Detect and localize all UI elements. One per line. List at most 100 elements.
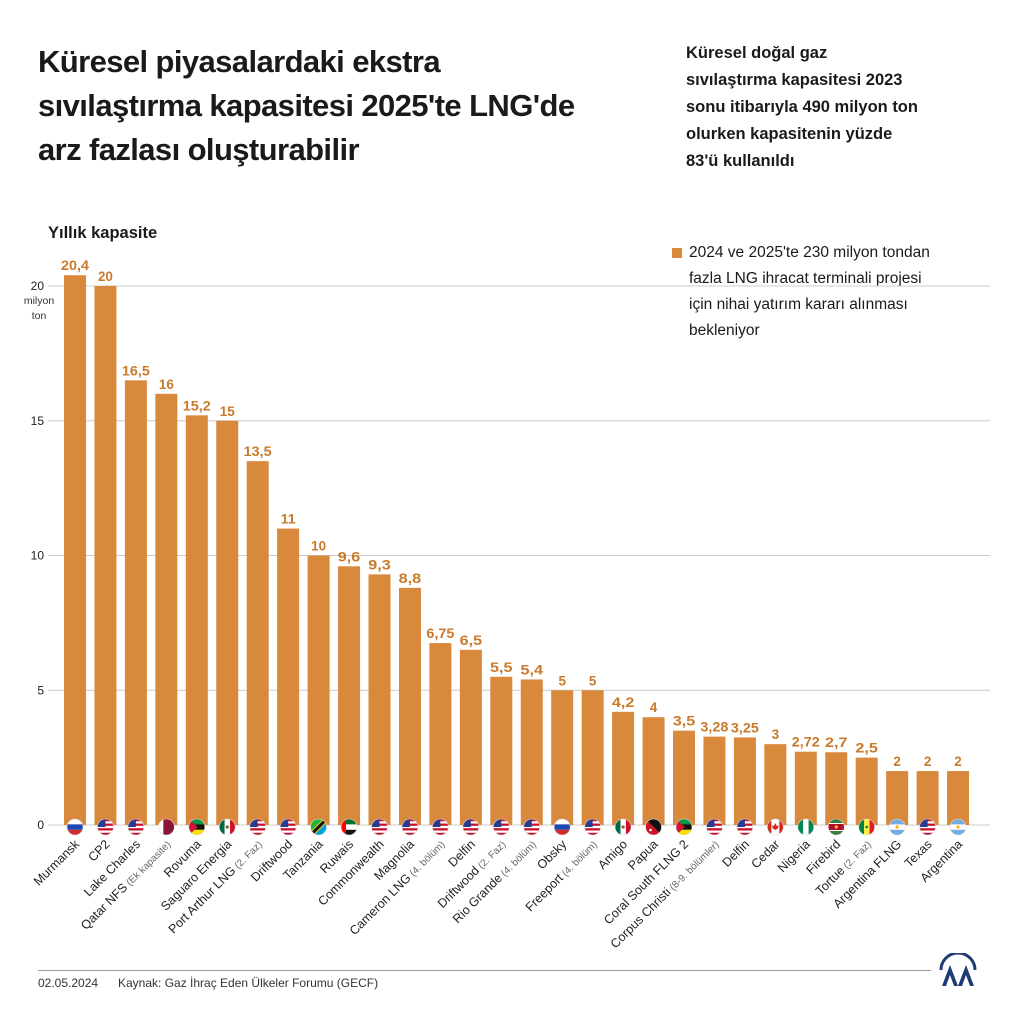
bar (703, 736, 726, 825)
flag-body (645, 819, 662, 835)
argentina-flag-icon (949, 818, 967, 836)
bar-value-label: 4,2 (612, 695, 635, 710)
flag-border (614, 818, 632, 836)
x-tick-name: Amigo (595, 837, 630, 872)
flag-stripe (371, 832, 388, 835)
flag-body (706, 819, 723, 835)
x-tick-name: Murmansk (31, 837, 83, 889)
footer-divider (38, 970, 931, 971)
flag-stripe (889, 819, 906, 825)
flag-body (554, 819, 571, 835)
flag-body (797, 819, 814, 835)
flag-canton (401, 819, 410, 827)
bar-value-label: 6,75 (426, 626, 455, 641)
flag-triangle (645, 819, 662, 835)
flag-stripe (127, 830, 144, 833)
x-tick-label: CP2 (85, 837, 112, 864)
legend-swatch (672, 248, 682, 258)
flag-border (66, 818, 84, 836)
usa-flag-icon (523, 818, 541, 836)
flag-stripe (706, 825, 723, 829)
bar (733, 737, 756, 825)
flag-stripe (127, 828, 144, 831)
flag-stripe (371, 830, 388, 833)
bar-value-label: 13,5 (244, 444, 273, 459)
flag-body (67, 819, 83, 835)
bar-value-label: 10 (311, 539, 326, 554)
title-line: arz fazlası oluşturabilir (38, 132, 360, 167)
flag-stripe (280, 830, 297, 833)
flag-canton (736, 819, 745, 827)
flag-body (219, 819, 236, 835)
flag-body (127, 819, 144, 835)
bar (551, 690, 574, 825)
flag-stripe (401, 825, 418, 829)
y-axis-unit: milyon ton (14, 294, 64, 324)
flag-stripe (676, 819, 692, 825)
flag-border (645, 818, 662, 836)
bar-value-label: 9,6 (338, 549, 361, 564)
flag-stripe (858, 819, 865, 835)
flag-stripe (341, 829, 358, 835)
flag-emblem (621, 825, 625, 829)
flag-stripe (401, 830, 418, 833)
bar (155, 393, 178, 825)
flag-sun (956, 825, 960, 829)
bar-value-label: 9,3 (368, 557, 391, 572)
legend-line: fazla LNG ihracat terminali projesi (689, 270, 922, 287)
flag-stripe (803, 819, 809, 835)
flag-stripe (736, 825, 753, 829)
flag-stripe (97, 828, 114, 831)
usa-flag-icon (401, 818, 419, 836)
bar (94, 286, 117, 825)
bar (520, 679, 543, 825)
flag-border (310, 818, 327, 836)
flag-border (888, 818, 906, 836)
y-tick-label: 0 (37, 818, 44, 832)
bar (338, 566, 361, 825)
flag-stripe (919, 830, 936, 833)
flag-emblem (225, 825, 229, 829)
bar-value-label: 11 (281, 512, 297, 527)
flag-border (279, 818, 297, 836)
flag-stripe (779, 819, 784, 835)
flag-stripe (808, 819, 814, 835)
x-tick-label: Delfin (720, 837, 753, 870)
bar-value-label: 2,72 (792, 735, 820, 750)
flag-border (553, 818, 571, 836)
flag-stripe (67, 829, 83, 835)
flag-border (158, 818, 175, 836)
flag-stripe (462, 832, 479, 835)
flag-stripe (462, 830, 479, 833)
flag-stripe (493, 828, 510, 831)
flag-stripe (706, 830, 723, 833)
x-tick-name: Delfin (720, 837, 753, 870)
flag-body (676, 819, 692, 835)
bar-value-label: 3 (772, 727, 780, 742)
flag-border (523, 818, 541, 836)
flag-stripe (97, 830, 114, 833)
bar (459, 649, 482, 825)
mozambique-flag-icon (675, 818, 693, 836)
qatar-flag-icon (158, 818, 175, 836)
bar-value-label: 5 (558, 673, 566, 688)
flag-stripe (127, 832, 144, 835)
flag-canton (523, 819, 532, 827)
flag-stripe (554, 819, 571, 825)
flag-border (675, 818, 693, 836)
flag-stripe (523, 830, 540, 833)
flag-stripe (432, 828, 449, 831)
flag-border (797, 818, 815, 836)
flag-stripe (950, 829, 967, 835)
usa-flag-icon (249, 818, 267, 836)
flag-body (371, 819, 388, 835)
flag-star (865, 825, 869, 829)
flag-stripe (188, 819, 205, 825)
flag-stripe (554, 824, 571, 830)
canada-flag-icon (767, 818, 784, 836)
subtitle-line: 83'ü kullanıldı (686, 152, 795, 170)
bar (581, 690, 604, 825)
bar-value-label: 5 (589, 673, 597, 688)
usa-flag-icon (97, 818, 114, 836)
bar (64, 275, 86, 826)
